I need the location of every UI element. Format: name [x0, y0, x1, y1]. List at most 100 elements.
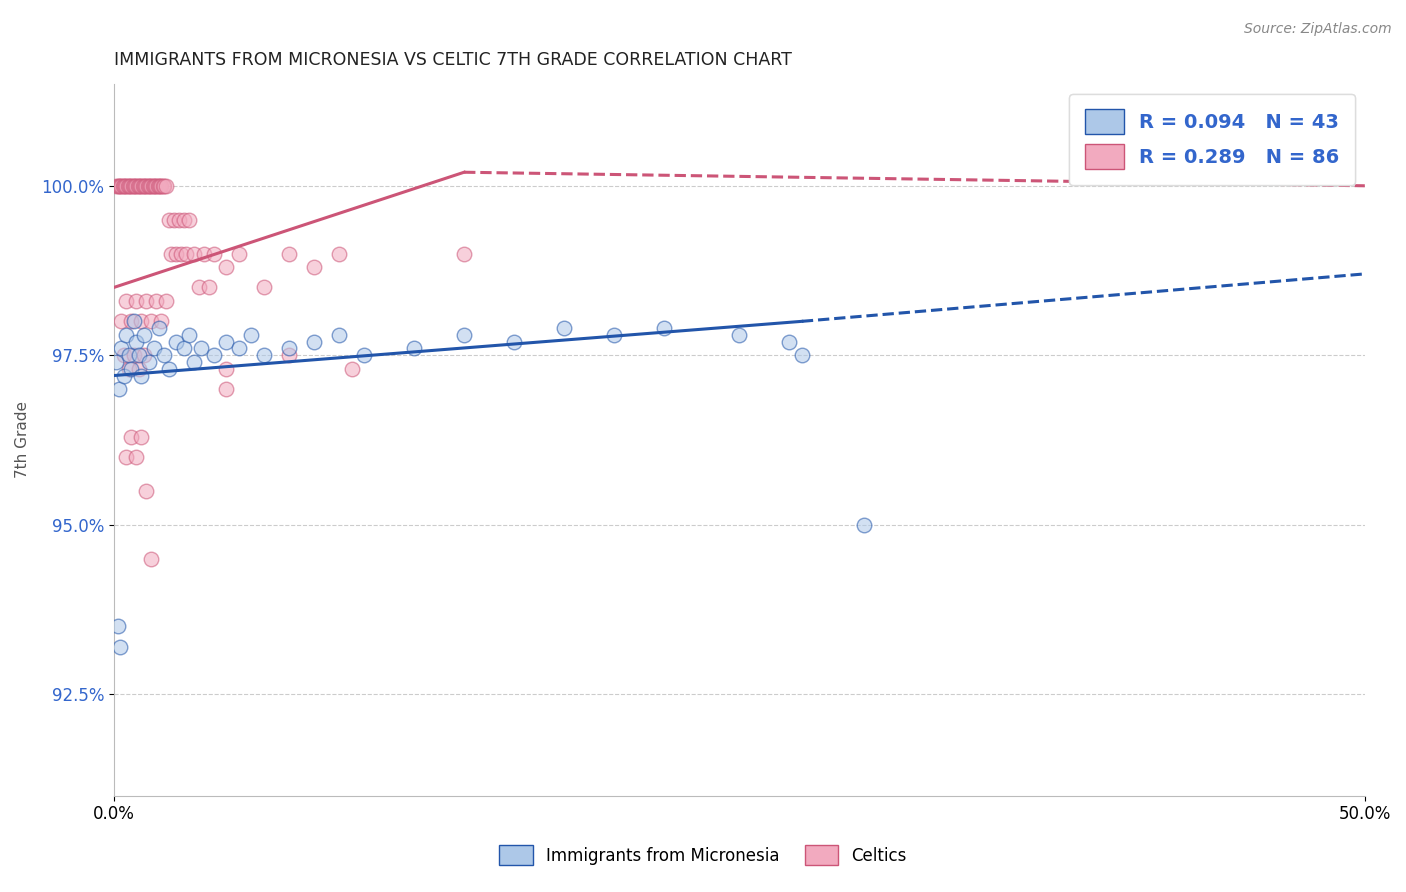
Point [228, 246, 250, 260]
Point [190, 342, 212, 356]
Point [183, 355, 205, 369]
Point [183, 246, 205, 260]
Point [146, 178, 169, 193]
Point [173, 212, 195, 227]
Point [124, 178, 146, 193]
Point [125, 293, 148, 308]
Point [778, 334, 800, 349]
Point [202, 246, 225, 260]
Point [253, 348, 276, 362]
Point [160, 246, 183, 260]
Point [105, 355, 128, 369]
Point [110, 342, 132, 356]
Point [278, 246, 301, 260]
Point [134, 178, 156, 193]
Point [108, 178, 131, 193]
Point [163, 212, 186, 227]
Point [215, 334, 238, 349]
Point [120, 178, 142, 193]
Point [129, 178, 152, 193]
Point [111, 178, 134, 193]
Point [112, 348, 135, 362]
Point [187, 280, 209, 294]
Point [193, 246, 215, 260]
Point [135, 178, 157, 193]
Point [120, 314, 142, 328]
Point [107, 178, 129, 193]
Point [117, 178, 139, 193]
Point [108, 382, 131, 396]
Point [131, 368, 153, 383]
Point [135, 293, 157, 308]
Point [141, 551, 163, 566]
Point [328, 246, 350, 260]
Text: IMMIGRANTS FROM MICRONESIA VS CELTIC 7TH GRADE CORRELATION CHART: IMMIGRANTS FROM MICRONESIA VS CELTIC 7TH… [114, 51, 792, 69]
Legend: R = 0.094   N = 43, R = 0.289   N = 86: R = 0.094 N = 43, R = 0.289 N = 86 [1070, 94, 1355, 185]
Point [240, 327, 263, 342]
Legend: Immigrants from Micronesia, Celtics: Immigrants from Micronesia, Celtics [492, 838, 914, 872]
Point [150, 314, 173, 328]
Point [122, 348, 145, 362]
Point [652, 321, 675, 335]
Point [115, 178, 138, 193]
Point [114, 178, 136, 193]
Point [503, 334, 526, 349]
Point [177, 327, 200, 342]
Point [115, 293, 138, 308]
Point [142, 178, 165, 193]
Point [404, 342, 426, 356]
Point [603, 327, 626, 342]
Point [131, 314, 153, 328]
Point [302, 334, 325, 349]
Point [155, 178, 177, 193]
Point [132, 327, 155, 342]
Point [115, 327, 138, 342]
Point [125, 178, 148, 193]
Point [118, 178, 141, 193]
Point [131, 178, 153, 193]
Point [108, 640, 131, 654]
Point [142, 342, 165, 356]
Point [153, 178, 176, 193]
Point [121, 178, 143, 193]
Point [120, 178, 142, 193]
Point [728, 327, 751, 342]
Point [122, 178, 145, 193]
Point [149, 178, 172, 193]
Point [148, 321, 170, 335]
Point [128, 361, 150, 376]
Point [131, 429, 153, 443]
Point [328, 327, 350, 342]
Point [118, 348, 141, 362]
Point [125, 450, 148, 464]
Point [108, 178, 131, 193]
Point [105, 178, 128, 193]
Point [215, 382, 238, 396]
Point [198, 280, 221, 294]
Point [278, 342, 301, 356]
Point [135, 483, 157, 498]
Point [170, 246, 193, 260]
Point [120, 429, 142, 443]
Point [202, 348, 225, 362]
Point [136, 178, 159, 193]
Point [125, 334, 148, 349]
Point [120, 361, 142, 376]
Point [127, 178, 149, 193]
Point [177, 212, 200, 227]
Point [145, 293, 167, 308]
Point [157, 361, 180, 376]
Point [165, 246, 187, 260]
Point [128, 178, 150, 193]
Text: Source: ZipAtlas.com: Source: ZipAtlas.com [1244, 22, 1392, 37]
Point [353, 348, 375, 362]
Point [118, 361, 141, 376]
Point [110, 314, 132, 328]
Point [141, 178, 163, 193]
Point [115, 450, 138, 464]
Point [152, 178, 174, 193]
Point [138, 178, 160, 193]
Point [139, 178, 162, 193]
Point [215, 260, 238, 274]
Point [302, 260, 325, 274]
